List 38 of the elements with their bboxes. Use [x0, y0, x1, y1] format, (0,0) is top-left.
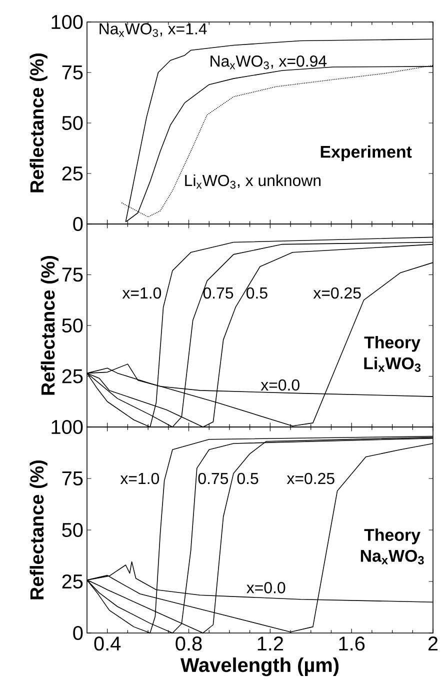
series-label: x=0.25 — [313, 287, 361, 299]
y-tick-label: 50 — [62, 522, 83, 538]
y-tick-label: 25 — [62, 166, 83, 181]
y-tick-label: 25 — [62, 574, 83, 589]
annotation: Theory Li$_{x}$WO$_{3}$ — [364, 336, 421, 372]
series-label: x=0.0 — [260, 379, 300, 391]
y-tick-label: 50 — [62, 116, 83, 130]
series-label: 0.75 — [198, 472, 228, 484]
x-tick-label: 0.8 — [176, 636, 202, 651]
series-label: 0.5 — [237, 472, 258, 484]
annotation: Experiment — [320, 145, 412, 162]
x-tick-label: 2 — [428, 636, 438, 650]
y-tick-label: 75 — [62, 472, 83, 486]
y-tick-label: 75 — [62, 66, 83, 80]
x-tick-label: 1.6 — [339, 636, 365, 651]
annotation: Theory Na$_{x}$WO$_{3}$ — [360, 528, 424, 564]
y-tick-label: 0 — [73, 216, 83, 232]
y-axis-title: Reflectance (%) — [30, 460, 48, 600]
y-axis-title: Reflectance (%) — [30, 53, 48, 192]
y-tick-label: 25 — [62, 369, 83, 384]
x-tick-label: 1.2 — [258, 636, 284, 650]
series-label: x=1.0 — [122, 287, 162, 299]
y-tick-label: 100 — [52, 420, 83, 434]
y-tick-label: 100 — [52, 14, 83, 30]
legend-label: Na$_{x}$WO$_{3}$, x=1.4 — [100, 23, 207, 37]
x-tick-label: 0.4 — [94, 636, 121, 651]
series-label: Li$_{x}$WO$_{3}$, x unknown — [185, 174, 320, 189]
y-tick-label: 75 — [62, 268, 83, 282]
y-tick-label: 0 — [73, 626, 83, 640]
legend-label: x=1.0 — [120, 472, 160, 484]
series-label: 0.5 — [246, 287, 268, 299]
series-label: 0.75 — [203, 287, 234, 299]
x-axis-title: Wavelength (µm) — [180, 657, 339, 676]
series-label: Na$_{x}$WO$_{3}$, x=0.94 — [210, 55, 327, 70]
series-label: x=0.25 — [286, 472, 334, 484]
series-label: x=0.0 — [246, 582, 286, 594]
y-tick-label: 50 — [62, 318, 83, 333]
y-axis-title: Reflectance (%) — [40, 256, 58, 395]
